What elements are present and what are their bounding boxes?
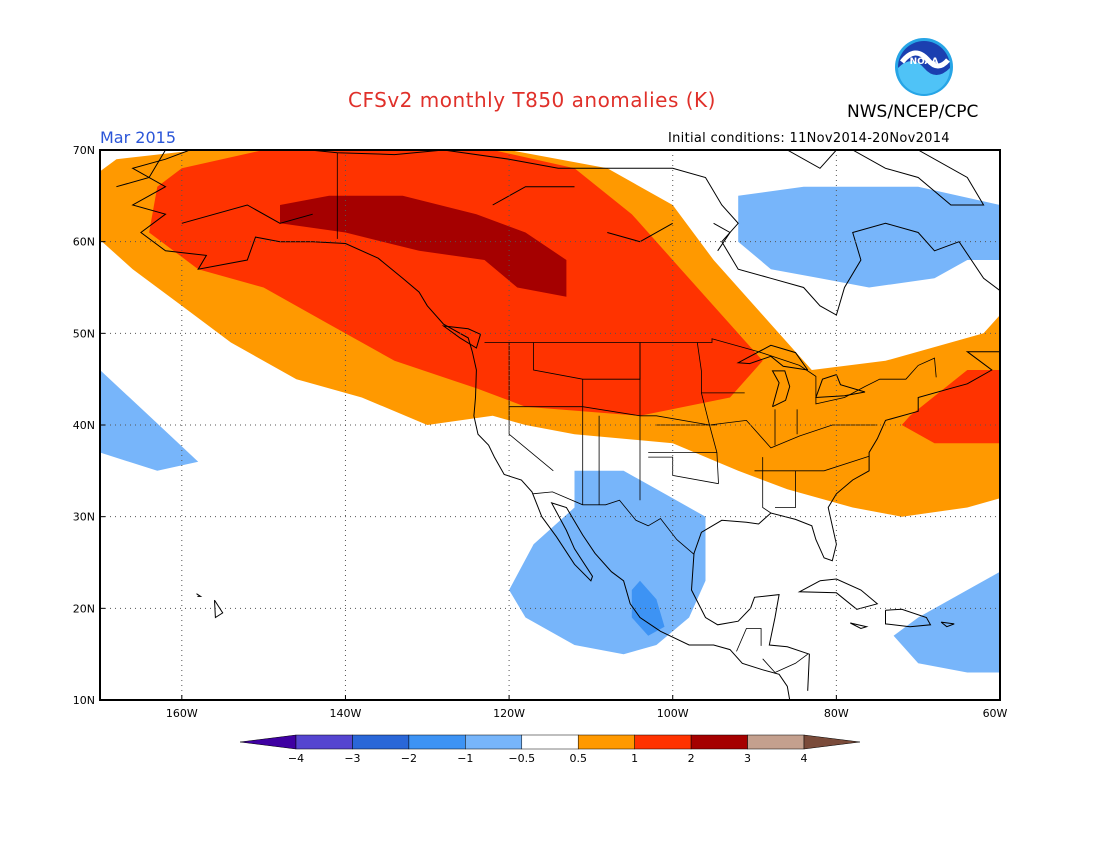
anomaly-region-6 <box>509 470 706 655</box>
colorbar-label: 1 <box>631 752 638 765</box>
border-segment <box>754 455 870 472</box>
lat-tick-label: 30N <box>73 511 95 524</box>
coastline-segment <box>492 186 575 206</box>
initial-conditions: Initial conditions: 11Nov2014-20Nov2014 <box>668 131 950 146</box>
colorbar-high-extend <box>803 734 861 750</box>
colorbar-label: 0.5 <box>569 752 587 765</box>
coastline-segment <box>131 150 791 700</box>
anomaly-regions <box>100 150 1000 673</box>
noaa-logo: NOAA <box>895 38 953 96</box>
colorbar-swatch <box>352 734 410 750</box>
coastline-segment <box>797 578 879 610</box>
coastline-segment <box>713 222 731 252</box>
coastline-segment <box>940 621 955 628</box>
color-legend: −4 −3 −2 −1 −0.5 0.5 1 2 3 4 <box>239 734 861 765</box>
coastline-segment <box>815 374 866 399</box>
coastline-segment <box>214 599 224 619</box>
colorbar-label: −4 <box>288 752 304 765</box>
border-segment <box>508 342 878 449</box>
lat-tick-label: 40N <box>73 419 95 432</box>
colorbar-swatch <box>634 734 692 750</box>
lon-tick-label: 160W <box>166 707 198 720</box>
colorbar-label: −0.5 <box>508 752 535 765</box>
coastline-segment <box>885 608 932 628</box>
svg-text:NOAA: NOAA <box>910 57 939 67</box>
coastline-segment <box>752 150 838 169</box>
map-frame <box>99 149 1001 701</box>
border-segment <box>762 653 808 673</box>
colorbar-label: −2 <box>401 752 417 765</box>
anomaly-region-4 <box>738 186 1000 288</box>
coastline-segment <box>181 204 313 224</box>
coastline-segment <box>736 344 809 371</box>
colorbar-label: 4 <box>801 752 808 765</box>
border-segment <box>484 338 937 405</box>
anomaly-region-3 <box>280 195 567 297</box>
border-segment <box>736 628 762 652</box>
colorbar-swatch <box>690 734 748 750</box>
colorbar-swatch <box>408 734 466 750</box>
colorbar-swatch <box>521 734 579 750</box>
border-segment <box>648 456 719 485</box>
coastline-segment <box>852 150 985 206</box>
lat-tick-label: 60N <box>73 236 95 249</box>
coastline-segment <box>441 325 481 349</box>
border-segment <box>532 491 695 555</box>
colorbar-swatch <box>465 734 523 750</box>
colorbar-swatch <box>577 734 635 750</box>
political-borders <box>336 152 937 673</box>
anomaly-region-5 <box>100 370 199 471</box>
coastline-segment <box>771 370 791 408</box>
map-title: CFSv2 monthly T850 anomalies (K) <box>348 88 716 112</box>
border-segment <box>775 470 796 508</box>
colorbar-label: 2 <box>688 752 695 765</box>
lat-tick-label: 10N <box>73 694 95 707</box>
coastline-segment <box>850 622 869 630</box>
lat-tick-label: 50N <box>73 327 95 340</box>
lon-tick-label: 100W <box>657 707 689 720</box>
colorbar-label: −3 <box>344 752 360 765</box>
latitude-tick-labels: 10N 20N 30N 40N 50N 60N 70N <box>73 144 95 707</box>
colorbar-label: −1 <box>457 752 473 765</box>
colorbar-swatch <box>747 734 805 750</box>
agency-label: NWS/NCEP/CPC <box>847 102 979 122</box>
border-segment <box>762 457 772 514</box>
forecast-period: Mar 2015 <box>100 128 176 147</box>
coastline-segment <box>196 593 203 597</box>
lon-tick-label: 120W <box>493 707 525 720</box>
lon-tick-label: 140W <box>330 707 362 720</box>
lat-tick-label: 70N <box>73 144 95 157</box>
coastlines <box>116 150 1000 700</box>
anomaly-region-7 <box>893 571 1000 673</box>
colorbar-low-extend <box>239 734 297 750</box>
lat-tick-label: 20N <box>73 602 95 615</box>
lon-tick-label: 60W <box>983 707 1008 720</box>
coastline-segment <box>304 150 1000 691</box>
border-segment <box>696 342 719 484</box>
colorbar-label: 3 <box>744 752 751 765</box>
anomaly-region-8 <box>631 580 665 636</box>
colorbar-swatch <box>295 734 353 750</box>
lon-tick-label: 80W <box>824 707 849 720</box>
longitude-tick-labels: 160W 140W 120W 100W 80W 60W <box>166 707 1008 720</box>
